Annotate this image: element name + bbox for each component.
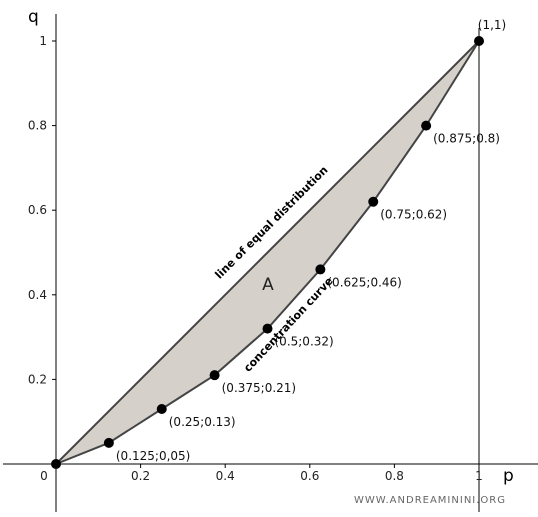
point-label: (0.625;0.46) xyxy=(327,275,401,289)
point-label: (0.25;0.13) xyxy=(169,415,236,429)
x-tick-label: 1 xyxy=(475,469,483,483)
point-label: (1,1) xyxy=(478,18,506,32)
x-tick-label: 0.6 xyxy=(300,469,319,483)
equal-distribution-line xyxy=(55,40,480,465)
data-point xyxy=(156,404,167,415)
x-axis-label: p xyxy=(503,466,514,486)
area-label: A xyxy=(262,275,274,295)
point-label: (0.875;0.8) xyxy=(433,132,500,146)
origin-label: 0 xyxy=(40,469,48,483)
x-tick-label: 0.4 xyxy=(216,469,235,483)
point-label: (0.375;0.21) xyxy=(222,381,296,395)
point-label: (0.75;0.62) xyxy=(380,208,447,222)
y-tick-label: 1 xyxy=(39,34,47,48)
point-label: (0.125;0,05) xyxy=(116,449,190,463)
x-tick-label: 0.8 xyxy=(385,469,404,483)
point-label: (0.5;0.32) xyxy=(275,335,334,349)
y-tick-label: 0.4 xyxy=(28,288,47,302)
y-tick-label: 0.8 xyxy=(28,119,47,133)
data-point xyxy=(474,36,484,46)
data-point xyxy=(209,370,220,381)
y-axis-label: q xyxy=(28,7,39,27)
data-point xyxy=(421,120,432,131)
data-point xyxy=(262,323,273,334)
y-tick-label: 0.2 xyxy=(28,372,47,386)
data-point xyxy=(315,264,326,275)
data-point xyxy=(368,196,379,207)
data-point xyxy=(51,459,61,469)
y-tick-label: 0.6 xyxy=(28,203,47,217)
data-point xyxy=(103,437,114,448)
watermark: WWW.ANDREAMININI.ORG xyxy=(354,495,506,506)
x-tick-label: 0.2 xyxy=(131,469,150,483)
